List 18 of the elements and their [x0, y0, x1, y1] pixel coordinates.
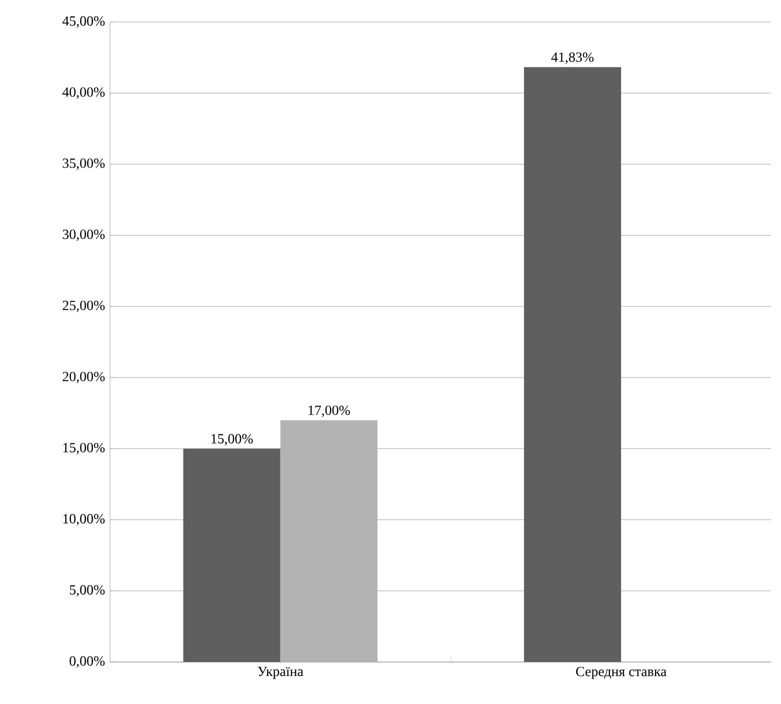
data-label: 17,00%	[308, 406, 350, 418]
y-tick-label: 25,00%	[62, 300, 105, 312]
data-label: 15,00%	[212, 434, 253, 446]
bar	[280, 420, 378, 662]
x-tick-label: Україна	[258, 666, 304, 679]
y-tick-label: 0,00%	[70, 656, 105, 668]
x-tick-label: Середня ставка	[576, 666, 666, 680]
y-tick-label: 15,00%	[63, 442, 105, 454]
y-tick-label: 35,00%	[62, 158, 105, 170]
y-tick-label: 45,00%	[62, 16, 105, 28]
y-tick-label: 5,00%	[70, 585, 105, 597]
data-label: 41,83%	[551, 52, 594, 64]
y-tick-label: 20,00%	[62, 372, 105, 384]
y-tick-label: 40,00%	[62, 87, 105, 99]
bar	[183, 448, 280, 662]
y-tick-label: 10,00%	[63, 514, 105, 526]
bar	[524, 67, 622, 662]
y-tick-label: 30,00%	[62, 230, 105, 242]
